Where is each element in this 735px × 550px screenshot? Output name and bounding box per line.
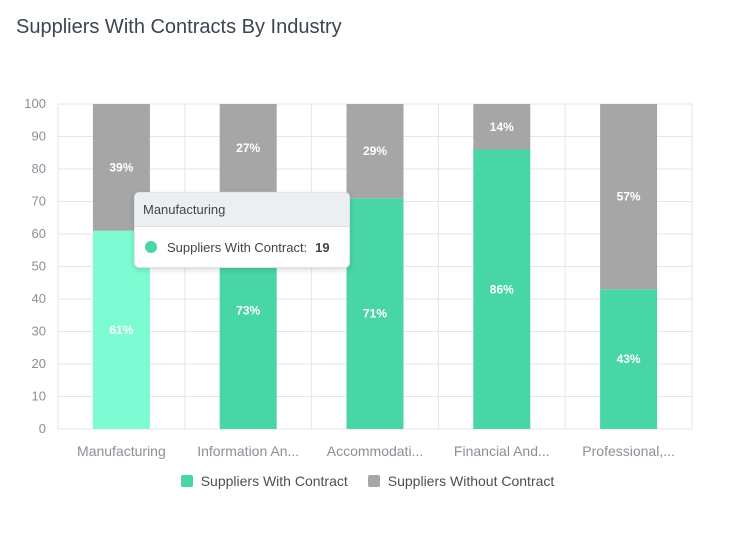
legend-swatch [180, 475, 193, 487]
y-axis-ticks: 0 10 20 30 40 50 60 70 80 90 100 [24, 96, 46, 436]
x-tick-label: Financial And... [454, 443, 550, 459]
bar-with-contract [600, 289, 658, 429]
y-tick-label: 0 [39, 421, 46, 436]
y-tick-label: 100 [24, 96, 46, 111]
data-label: 14% [490, 120, 514, 134]
data-label: 71% [363, 307, 387, 321]
tooltip-series-dot [145, 241, 157, 253]
y-tick-label: 30 [32, 324, 46, 339]
tooltip-row: Suppliers With Contract: 19 [135, 227, 349, 267]
bar-without-contract [473, 104, 531, 150]
tooltip-series-label: Suppliers With Contract: [167, 239, 308, 255]
x-tick-label: Manufacturing [77, 443, 166, 459]
data-label: 29% [363, 144, 387, 158]
x-tick-label: Accommodati... [327, 443, 423, 459]
legend-label: Suppliers Without Contract [387, 473, 555, 489]
legend: Suppliers With Contract Suppliers Withou… [0, 473, 735, 489]
data-label: 39% [109, 160, 133, 174]
y-tick-label: 10 [32, 389, 46, 404]
legend-item-without-contract[interactable]: Suppliers Without Contract [367, 473, 555, 489]
bar-without-contract [219, 104, 277, 192]
bar-with-contract [473, 149, 531, 429]
data-label: 61% [109, 323, 133, 337]
y-tick-label: 60 [32, 226, 46, 241]
data-label: 27% [236, 141, 260, 155]
legend-swatch [367, 475, 380, 487]
y-tick-label: 50 [32, 259, 46, 274]
data-label: 43% [617, 352, 641, 366]
y-tick-label: 20 [32, 356, 46, 371]
legend-item-with-contract[interactable]: Suppliers With Contract [180, 473, 348, 489]
y-tick-label: 70 [32, 194, 46, 209]
tooltip-value: 19 [315, 239, 330, 255]
y-tick-label: 40 [32, 291, 46, 306]
chart-title: Suppliers With Contracts By Industry [16, 16, 342, 38]
bar-without-contract [600, 104, 658, 290]
data-labels: 61% 39% 73% 27% 71% 29% 86% 14% 43% 57% [109, 120, 641, 366]
legend-label: Suppliers With Contract [200, 473, 348, 489]
data-label: 73% [236, 303, 260, 317]
bar-without-contract [346, 104, 404, 199]
y-tick-label: 80 [32, 161, 46, 176]
bar-with-contract [346, 198, 404, 429]
x-tick-label: Information An... [197, 443, 299, 459]
tooltip: Manufacturing Suppliers With Contract: 1… [134, 192, 350, 268]
x-tick-label: Professional,... [582, 443, 675, 459]
data-label: 57% [617, 190, 641, 204]
tooltip-title: Manufacturing [135, 193, 349, 227]
x-axis-ticks: Manufacturing Information An... Accommodat… [77, 443, 675, 459]
data-label: 86% [490, 282, 514, 296]
y-tick-label: 90 [32, 129, 46, 144]
